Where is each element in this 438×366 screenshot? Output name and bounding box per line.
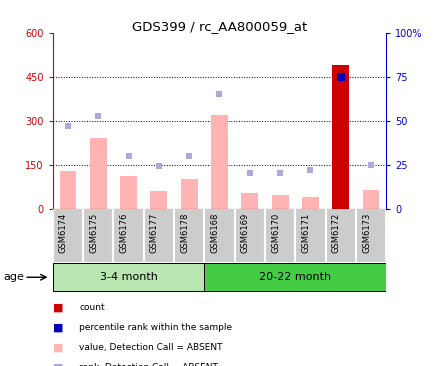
Bar — [211, 115, 227, 209]
Text: GSM6177: GSM6177 — [149, 213, 159, 253]
Text: GSM6175: GSM6175 — [89, 213, 98, 253]
Text: ■: ■ — [53, 363, 63, 366]
Text: rank, Detection Call = ABSENT: rank, Detection Call = ABSENT — [79, 363, 217, 366]
Bar — [332, 65, 348, 209]
Text: percentile rank within the sample: percentile rank within the sample — [79, 323, 232, 332]
Text: GSM6178: GSM6178 — [180, 213, 189, 253]
Bar — [53, 263, 204, 291]
Text: GSM6171: GSM6171 — [301, 213, 310, 253]
Text: GSM6169: GSM6169 — [240, 213, 249, 253]
Text: GSM6173: GSM6173 — [361, 213, 370, 253]
Bar — [60, 171, 76, 209]
Text: value, Detection Call = ABSENT: value, Detection Call = ABSENT — [79, 343, 222, 352]
Bar — [120, 176, 137, 209]
Bar — [301, 197, 318, 209]
Text: GDS399 / rc_AA800059_at: GDS399 / rc_AA800059_at — [131, 20, 307, 33]
Text: GSM6174: GSM6174 — [59, 213, 68, 253]
Bar — [362, 190, 378, 209]
Text: 20-22 month: 20-22 month — [259, 272, 331, 281]
Text: GSM6168: GSM6168 — [210, 213, 219, 253]
Bar — [271, 195, 288, 209]
Bar — [204, 263, 385, 291]
Text: 3-4 month: 3-4 month — [99, 272, 157, 281]
Text: age: age — [4, 272, 25, 282]
Bar — [241, 193, 258, 209]
Bar — [180, 179, 197, 209]
Text: ■: ■ — [53, 322, 63, 333]
Text: ■: ■ — [53, 343, 63, 353]
Text: GSM6176: GSM6176 — [119, 213, 128, 253]
Text: GSM6172: GSM6172 — [331, 213, 340, 253]
Bar — [150, 191, 167, 209]
Text: ■: ■ — [53, 302, 63, 313]
Text: GSM6170: GSM6170 — [271, 213, 279, 253]
Bar — [90, 138, 106, 209]
Text: count: count — [79, 303, 104, 312]
